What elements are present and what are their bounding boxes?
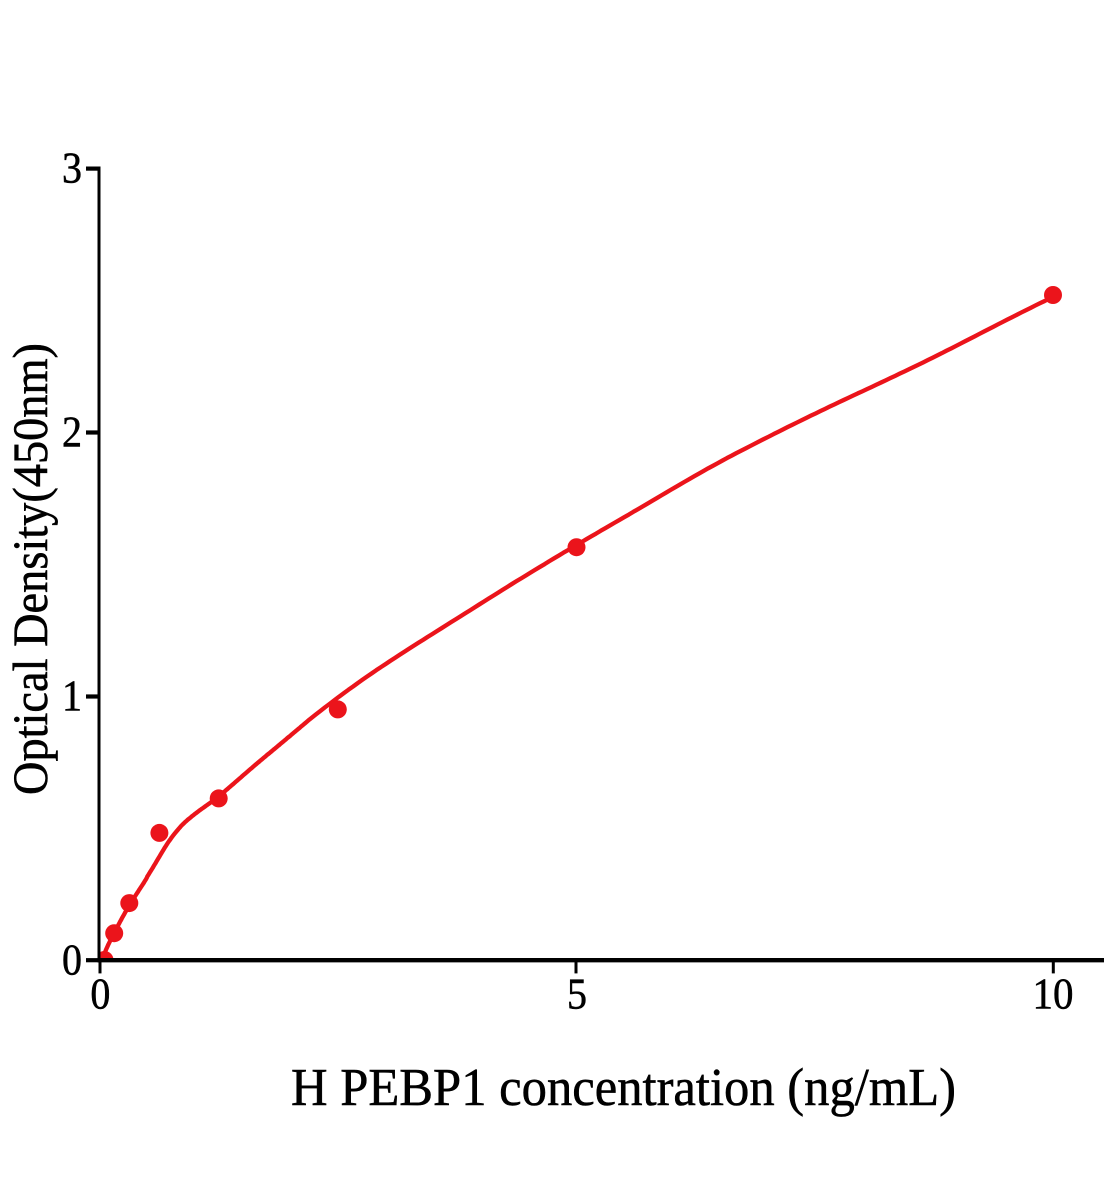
svg-text:0: 0 (62, 936, 82, 985)
svg-text:1: 1 (62, 672, 82, 721)
svg-text:3: 3 (62, 144, 82, 193)
svg-text:10: 10 (1033, 970, 1074, 1019)
svg-text:5: 5 (567, 970, 587, 1019)
svg-text:2: 2 (62, 408, 82, 457)
svg-text:H PEBP1 concentration (ng/mL): H PEBP1 concentration (ng/mL) (291, 1057, 956, 1117)
svg-text:Optical Density(450nm): Optical Density(450nm) (3, 343, 58, 795)
svg-text:0: 0 (90, 970, 110, 1019)
